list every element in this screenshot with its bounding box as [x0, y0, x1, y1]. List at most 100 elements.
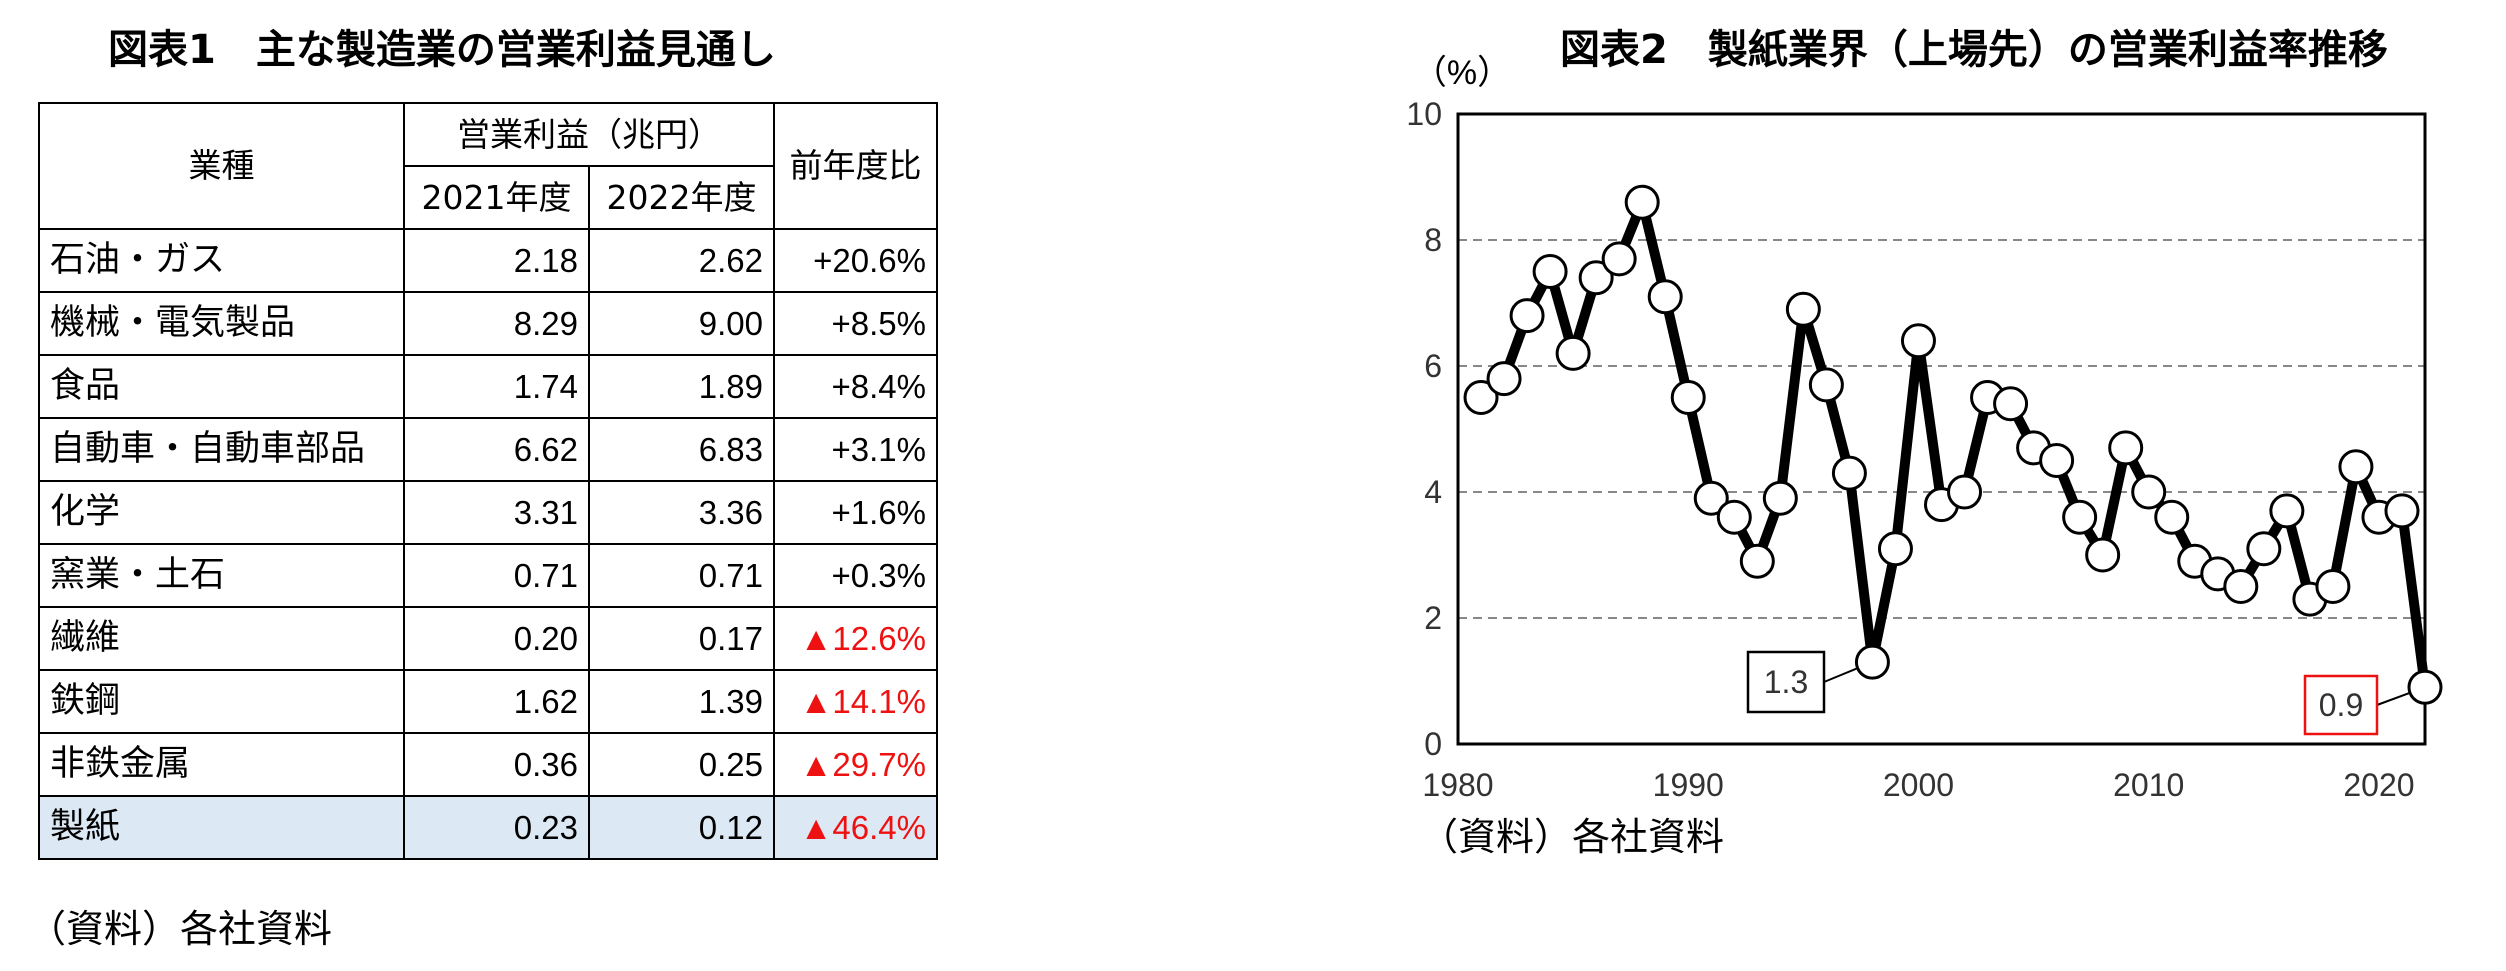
- fy2021-cell: 0.36: [403, 732, 590, 797]
- yoy-cell: +3.1%: [773, 417, 938, 482]
- y-tick-label: 8: [1424, 222, 1442, 258]
- yoy-cell: ▲14.1%: [773, 669, 938, 734]
- table-row: 化学 3.31 3.36 +1.6%: [38, 480, 938, 545]
- industry-cell: 自動車・自動車部品: [38, 417, 405, 482]
- fy2022-cell: 0.71: [588, 543, 775, 608]
- yoy-cell: +20.6%: [773, 228, 938, 293]
- industry-cell: 非鉄金属: [38, 732, 405, 797]
- y-unit-label: （%）: [1413, 54, 1511, 92]
- table-row: 繊維 0.20 0.17 ▲12.6%: [38, 606, 938, 671]
- figure1-title: 図表1 主な製造業の営業利益見通し: [108, 27, 776, 73]
- fy2021-cell: 0.23: [403, 795, 590, 860]
- data-point: [2338, 449, 2374, 485]
- y-tick-label: 6: [1424, 348, 1442, 384]
- data-point: [1785, 291, 1821, 327]
- fy2022-cell: 3.36: [588, 480, 775, 545]
- data-point: [2407, 669, 2443, 705]
- fy2022-cell: 1.89: [588, 354, 775, 419]
- table-row: 製紙 0.23 0.12 ▲46.4%: [38, 795, 938, 860]
- data-point: [1670, 380, 1706, 415]
- data-point: [1831, 455, 1867, 491]
- operating-margin-line-chart: 0 2 4 6 8 10 1980 1990 2000 2010 2020 （%） 1.3 0.9: [1406, 54, 2443, 803]
- fy2021-cell: 8.29: [403, 291, 590, 356]
- data-point: [1486, 361, 1522, 397]
- fy2022-cell: 1.39: [588, 669, 775, 734]
- data-point: [2269, 493, 2305, 529]
- y-tick-label: 2: [1424, 600, 1442, 636]
- industry-cell: 窯業・土石: [38, 543, 405, 608]
- y-tick-label: 0: [1424, 726, 1442, 762]
- industry-cell: 製紙: [38, 795, 405, 860]
- yoy-cell: ▲12.6%: [773, 606, 938, 671]
- data-point: [2223, 569, 2259, 604]
- data-point: [1463, 380, 1499, 415]
- header-fy2022: 2022年度: [588, 165, 775, 230]
- data-point: [1624, 184, 1660, 220]
- data-point: [1532, 254, 1568, 289]
- table-row: 石油・ガス 2.18 2.62 +20.6%: [38, 228, 938, 293]
- fy2022-cell: 6.83: [588, 417, 775, 482]
- header-fy2021: 2021年度: [403, 165, 590, 230]
- data-point: [1578, 260, 1614, 296]
- data-point: [1555, 335, 1591, 371]
- yoy-cell: +0.3%: [773, 543, 938, 608]
- fy2021-cell: 2.18: [403, 228, 590, 293]
- data-point: [2154, 499, 2190, 535]
- fy2021-cell: 0.20: [403, 606, 590, 671]
- data-point: [1854, 644, 1890, 680]
- callout-label: 0.9: [2319, 687, 2363, 723]
- figure2-title: 図表2 製紙業界（上場先）の営業利益率推移: [1560, 27, 2388, 73]
- callout-label: 1.3: [1764, 664, 1808, 700]
- fy2022-cell: 9.00: [588, 291, 775, 356]
- industry-cell: 化学: [38, 480, 405, 545]
- fy2021-cell: 1.62: [403, 669, 590, 734]
- data-point: [1509, 298, 1545, 334]
- table-row: 機械・電気製品 8.29 9.00 +8.5%: [38, 291, 938, 356]
- fy2022-cell: 2.62: [588, 228, 775, 293]
- data-point: [2246, 531, 2282, 567]
- table-row: 窯業・土石 0.71 0.71 +0.3%: [38, 543, 938, 608]
- data-point: [2062, 499, 2098, 535]
- fy2022-cell: 0.12: [588, 795, 775, 860]
- data-point: [1647, 279, 1683, 315]
- table-row: 鉄鋼 1.62 1.39 ▲14.1%: [38, 669, 938, 734]
- data-point: [1762, 480, 1798, 516]
- data-point: [1739, 543, 1775, 579]
- industry-cell: 鉄鋼: [38, 669, 405, 734]
- callout-box: [1746, 650, 1826, 714]
- x-tick-label: 2020: [2343, 767, 2414, 803]
- yoy-cell: ▲46.4%: [773, 795, 938, 860]
- table-row: 非鉄金属 0.36 0.25 ▲29.7%: [38, 732, 938, 797]
- fy2021-cell: 1.74: [403, 354, 590, 419]
- fy2021-cell: 3.31: [403, 480, 590, 545]
- fy2021-cell: 0.71: [403, 543, 590, 608]
- data-point: [1947, 474, 1983, 510]
- industry-cell: 繊維: [38, 606, 405, 671]
- data-point: [2384, 493, 2420, 529]
- data-point: [1900, 323, 1936, 359]
- yoy-cell: +1.6%: [773, 480, 938, 545]
- fy2022-cell: 0.25: [588, 732, 775, 797]
- yoy-cell: +8.4%: [773, 354, 938, 419]
- industry-cell: 食品: [38, 354, 405, 419]
- data-point: [1716, 499, 1752, 535]
- data-point: [1693, 480, 1729, 516]
- header-industry: 業種: [38, 102, 405, 230]
- data-point: [2315, 569, 2351, 604]
- data-point: [2085, 537, 2121, 573]
- data-point: [1808, 367, 1844, 403]
- data-point: [1877, 531, 1913, 567]
- figure2-source: （資料）各社資料: [1420, 815, 1725, 859]
- yoy-cell: +8.5%: [773, 291, 938, 356]
- yoy-cell: ▲29.7%: [773, 732, 938, 797]
- callout-box: [2303, 674, 2379, 736]
- data-point: [2039, 443, 2075, 478]
- x-tick-label: 1980: [1422, 767, 1493, 803]
- y-tick-label: 10: [1406, 96, 1442, 132]
- industry-cell: 石油・ガス: [38, 228, 405, 293]
- header-operating-profit: 営業利益（兆円）: [403, 102, 775, 167]
- data-point: [1601, 241, 1637, 277]
- header-yoy: 前年度比: [773, 102, 938, 230]
- y-tick-label: 4: [1424, 474, 1442, 510]
- fy2021-cell: 6.62: [403, 417, 590, 482]
